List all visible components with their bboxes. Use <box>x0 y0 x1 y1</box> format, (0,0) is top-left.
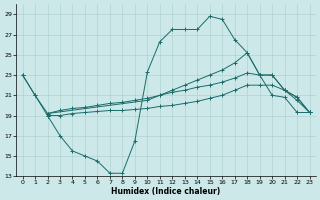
X-axis label: Humidex (Indice chaleur): Humidex (Indice chaleur) <box>111 187 221 196</box>
